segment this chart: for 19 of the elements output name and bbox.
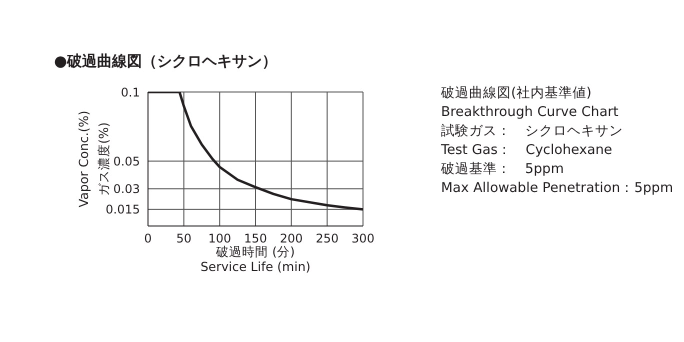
x-axis-title: 破過時間 (分) Service Life (min) xyxy=(200,244,310,274)
text: Breakthrough Curve Chart xyxy=(441,103,620,122)
text: 試験ガス： シクロヘキサン xyxy=(441,122,624,141)
y-tick-label: 0.1 xyxy=(120,85,140,100)
x-tick-label: 250 xyxy=(316,232,339,246)
y-tick-label: 0.03 xyxy=(113,182,140,196)
y-tick-label: 0.015 xyxy=(106,202,140,217)
x-tick-label: 100 xyxy=(208,232,232,246)
text: 破過基準： 5ppm xyxy=(441,160,565,179)
text: Max Allowable Penetration：5ppm xyxy=(441,179,674,198)
text: 破過曲線図(社内基準値) xyxy=(441,84,593,103)
x-tick-label: 200 xyxy=(280,232,303,246)
x-tick-label: 150 xyxy=(244,232,267,246)
x-tick-label: 50 xyxy=(176,232,192,246)
y-tick-label: 0.05 xyxy=(113,154,140,168)
x-tick-label: 0 xyxy=(144,232,152,246)
x-tick-label: 300 xyxy=(352,232,374,246)
text: Test Gas： Cyclohexane xyxy=(441,141,614,160)
chart-title: ●破過曲線図（シクロヘキサン） xyxy=(54,52,278,71)
